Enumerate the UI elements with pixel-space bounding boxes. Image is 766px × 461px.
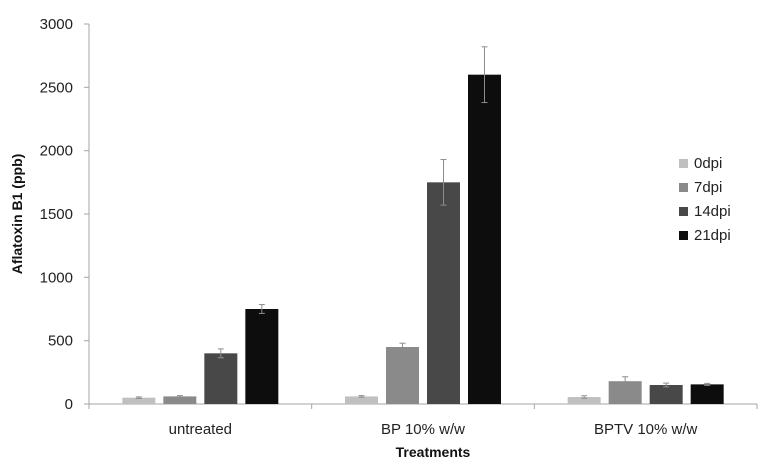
y-axis-title: Aflatoxin B1 (ppb) <box>9 154 25 275</box>
bar-0dpi-2 <box>567 397 601 404</box>
y-tick-label: 1000 <box>40 269 73 286</box>
x-axis: untreated BP 10% w/w BPTV 10% w/w <box>88 403 758 438</box>
bar-7dpi-2 <box>608 381 642 404</box>
x-tick-label: untreated <box>169 421 232 438</box>
x-tick-label: BPTV 10% w/w <box>594 421 698 438</box>
y-axis: 0 500 1000 1500 2000 2500 3000 <box>40 16 90 413</box>
bar-14dpi-1 <box>427 182 460 404</box>
bar-21dpi-2 <box>690 384 724 404</box>
y-tick-label: 2500 <box>40 79 73 96</box>
bar-14dpi-0 <box>204 353 238 404</box>
legend-label-14dpi: 14dpi <box>694 203 731 220</box>
y-tick-label: 500 <box>48 333 73 350</box>
y-tick-label: 2000 <box>40 143 73 160</box>
bar-21dpi-0 <box>245 309 279 404</box>
legend: 0dpi 7dpi 14dpi 21dpi <box>679 155 731 244</box>
bar-14dpi-2 <box>649 385 683 404</box>
x-axis-title: Treatments <box>396 444 471 460</box>
x-tick-label: BP 10% w/w <box>381 421 465 438</box>
legend-swatch-14dpi <box>679 207 688 216</box>
bar-7dpi-1 <box>386 347 419 404</box>
legend-label-7dpi: 7dpi <box>694 179 722 196</box>
error-bars <box>135 46 711 399</box>
legend-swatch-7dpi <box>679 183 688 192</box>
legend-swatch-0dpi <box>679 159 688 168</box>
y-tick-label: 1500 <box>40 206 73 223</box>
bar-0dpi-1 <box>345 396 378 404</box>
bar-7dpi-0 <box>163 396 197 404</box>
legend-swatch-21dpi <box>679 231 688 240</box>
bar-21dpi-1 <box>468 74 501 405</box>
y-tick-label: 0 <box>65 396 73 413</box>
bar-0dpi-0 <box>122 397 156 404</box>
legend-label-0dpi: 0dpi <box>694 155 722 172</box>
bars <box>122 74 724 405</box>
y-tick-label: 3000 <box>40 16 73 33</box>
legend-label-21dpi: 21dpi <box>694 227 731 244</box>
